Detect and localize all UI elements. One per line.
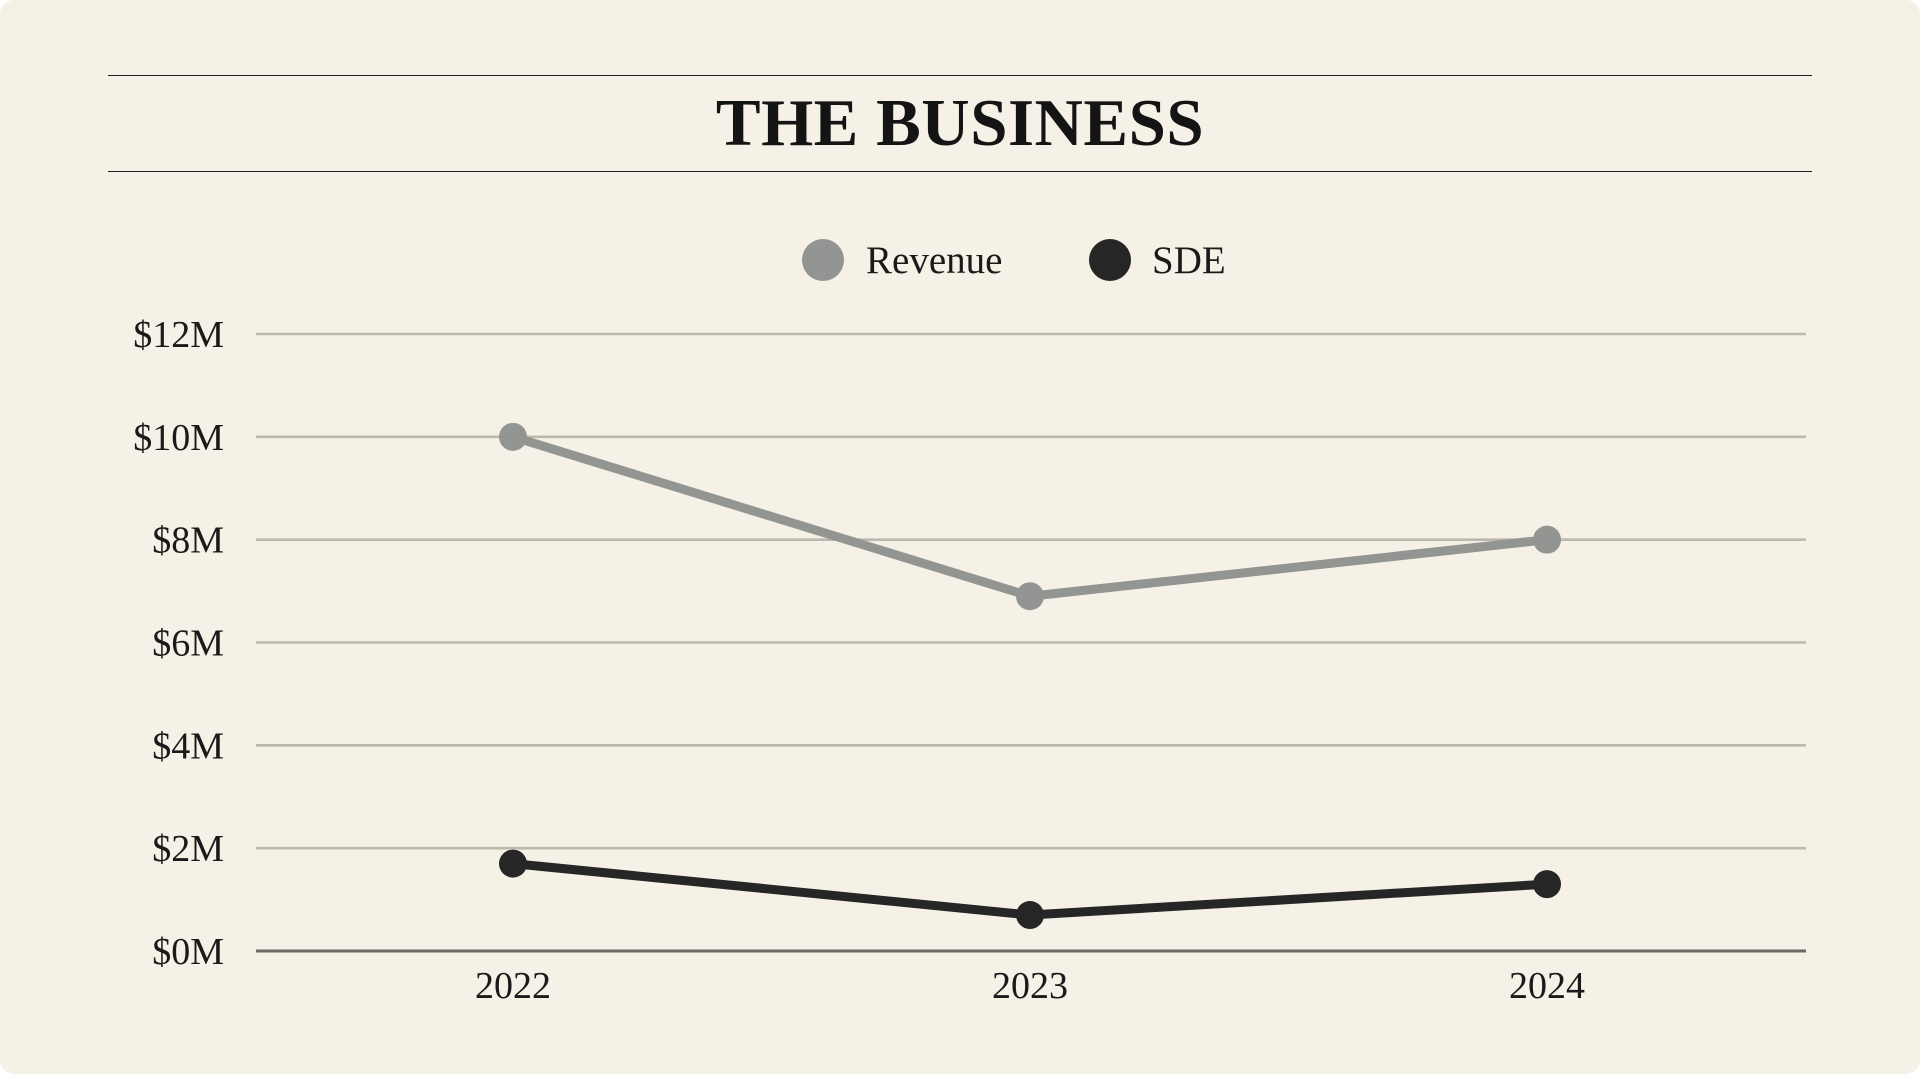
legend-label: SDE [1152, 239, 1226, 282]
revenue-point [499, 422, 527, 451]
y-tick-label: $2M [152, 828, 224, 870]
series-lines [499, 422, 1561, 930]
legend-marker [1089, 239, 1131, 281]
series-sde [499, 849, 1561, 930]
x-tick-label: 2022 [475, 965, 551, 1007]
revenue-point [1533, 525, 1561, 554]
y-tick-label: $10M [133, 417, 224, 459]
sde-point [1533, 870, 1561, 899]
sde-point [1016, 901, 1044, 930]
y-axis: $0M $2M $4M $6M $8M $10M $12M [133, 314, 224, 973]
y-tick-label: $4M [152, 725, 224, 767]
x-tick-label: 2024 [1509, 965, 1585, 1007]
x-tick-label: 2023 [992, 965, 1068, 1007]
grid-lines [256, 332, 1806, 953]
y-tick-label: $0M [152, 931, 224, 973]
chart-legend: Revenue SDE [802, 239, 1226, 282]
y-tick-label: $12M [133, 314, 224, 356]
title-bottom-rule [108, 171, 1812, 172]
legend-label: Revenue [866, 239, 1002, 282]
sde-point [499, 849, 527, 878]
y-tick-label: $6M [152, 623, 224, 665]
x-axis: 2022 2023 2024 [475, 965, 1585, 1007]
legend-marker [802, 239, 844, 281]
legend-item-sde: SDE [1089, 239, 1226, 282]
title-top-rule [108, 75, 1812, 76]
revenue-line [508, 432, 1552, 601]
revenue-point [1016, 582, 1044, 611]
y-tick-label: $8M [152, 520, 224, 562]
legend-item-revenue: Revenue [802, 239, 1002, 282]
series-revenue [499, 422, 1561, 611]
page-title: THE BUSINESS [715, 86, 1205, 160]
